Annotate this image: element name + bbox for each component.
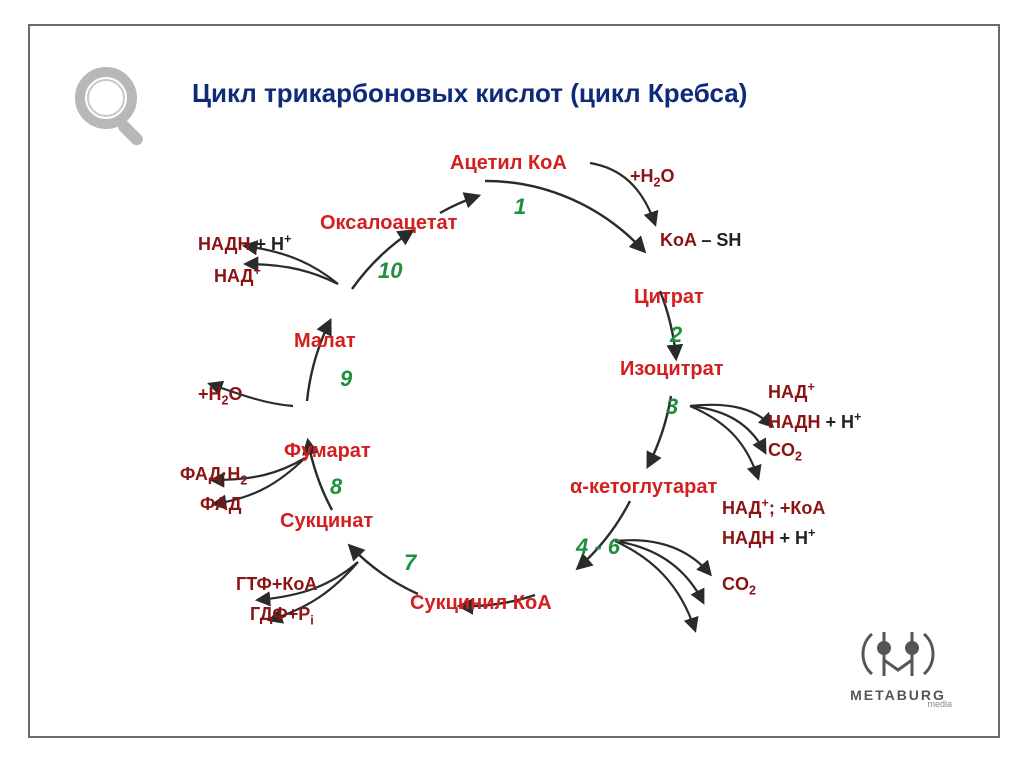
metabolite-label: Цитрат: [634, 286, 704, 309]
metabolite-label: Фумарат: [284, 440, 371, 463]
diagram-frame: Цикл трикарбоновых кислот (цикл Кребса) …: [28, 24, 1000, 738]
step-number: 1: [514, 194, 526, 220]
cofactor-label: ГТФ+КоА: [236, 574, 317, 595]
cofactor-label: +H2O: [630, 166, 675, 190]
step-number: 9: [340, 366, 352, 392]
cofactor-label: +H2O: [198, 384, 243, 408]
step-number: 2: [670, 322, 682, 348]
cofactor-label: НАДН + Н+: [198, 232, 291, 255]
step-number: 3: [666, 394, 678, 420]
cofactor-label: НАД+; +КоА: [722, 496, 825, 519]
step-number: 8: [330, 474, 342, 500]
cofactor-label: CO2: [768, 440, 802, 464]
cofactor-label: CO2: [722, 574, 756, 598]
cofactor-label: ФАД·Н2: [180, 464, 247, 488]
metabolite-label: Изоцитрат: [620, 358, 724, 381]
metabolite-label: Оксалоацетат: [320, 212, 457, 235]
metaburg-logo: METABURG media: [838, 626, 958, 709]
step-number: 7: [404, 550, 416, 576]
cofactor-label: НАД+: [768, 380, 815, 403]
cofactor-label: KoA – SH: [660, 230, 741, 251]
cofactor-label: ФАД: [200, 494, 241, 515]
metabolite-label: Сукцинил КоА: [410, 592, 552, 615]
step-number: 4 - 6: [576, 534, 620, 560]
cofactor-label: НАД+: [214, 264, 261, 287]
cofactor-label: ГДФ+Pi: [250, 604, 314, 628]
metabolite-label: Ацетил КоА: [450, 152, 567, 175]
step-number: 10: [378, 258, 402, 284]
cofactor-label: НАДН + Н+: [722, 526, 815, 549]
cofactor-label: НАДН + Н+: [768, 410, 861, 433]
metabolite-label: Сукцинат: [280, 510, 373, 533]
metabolite-label: α-кетоглутарат: [570, 476, 717, 499]
metabolite-label: Малат: [294, 330, 356, 353]
